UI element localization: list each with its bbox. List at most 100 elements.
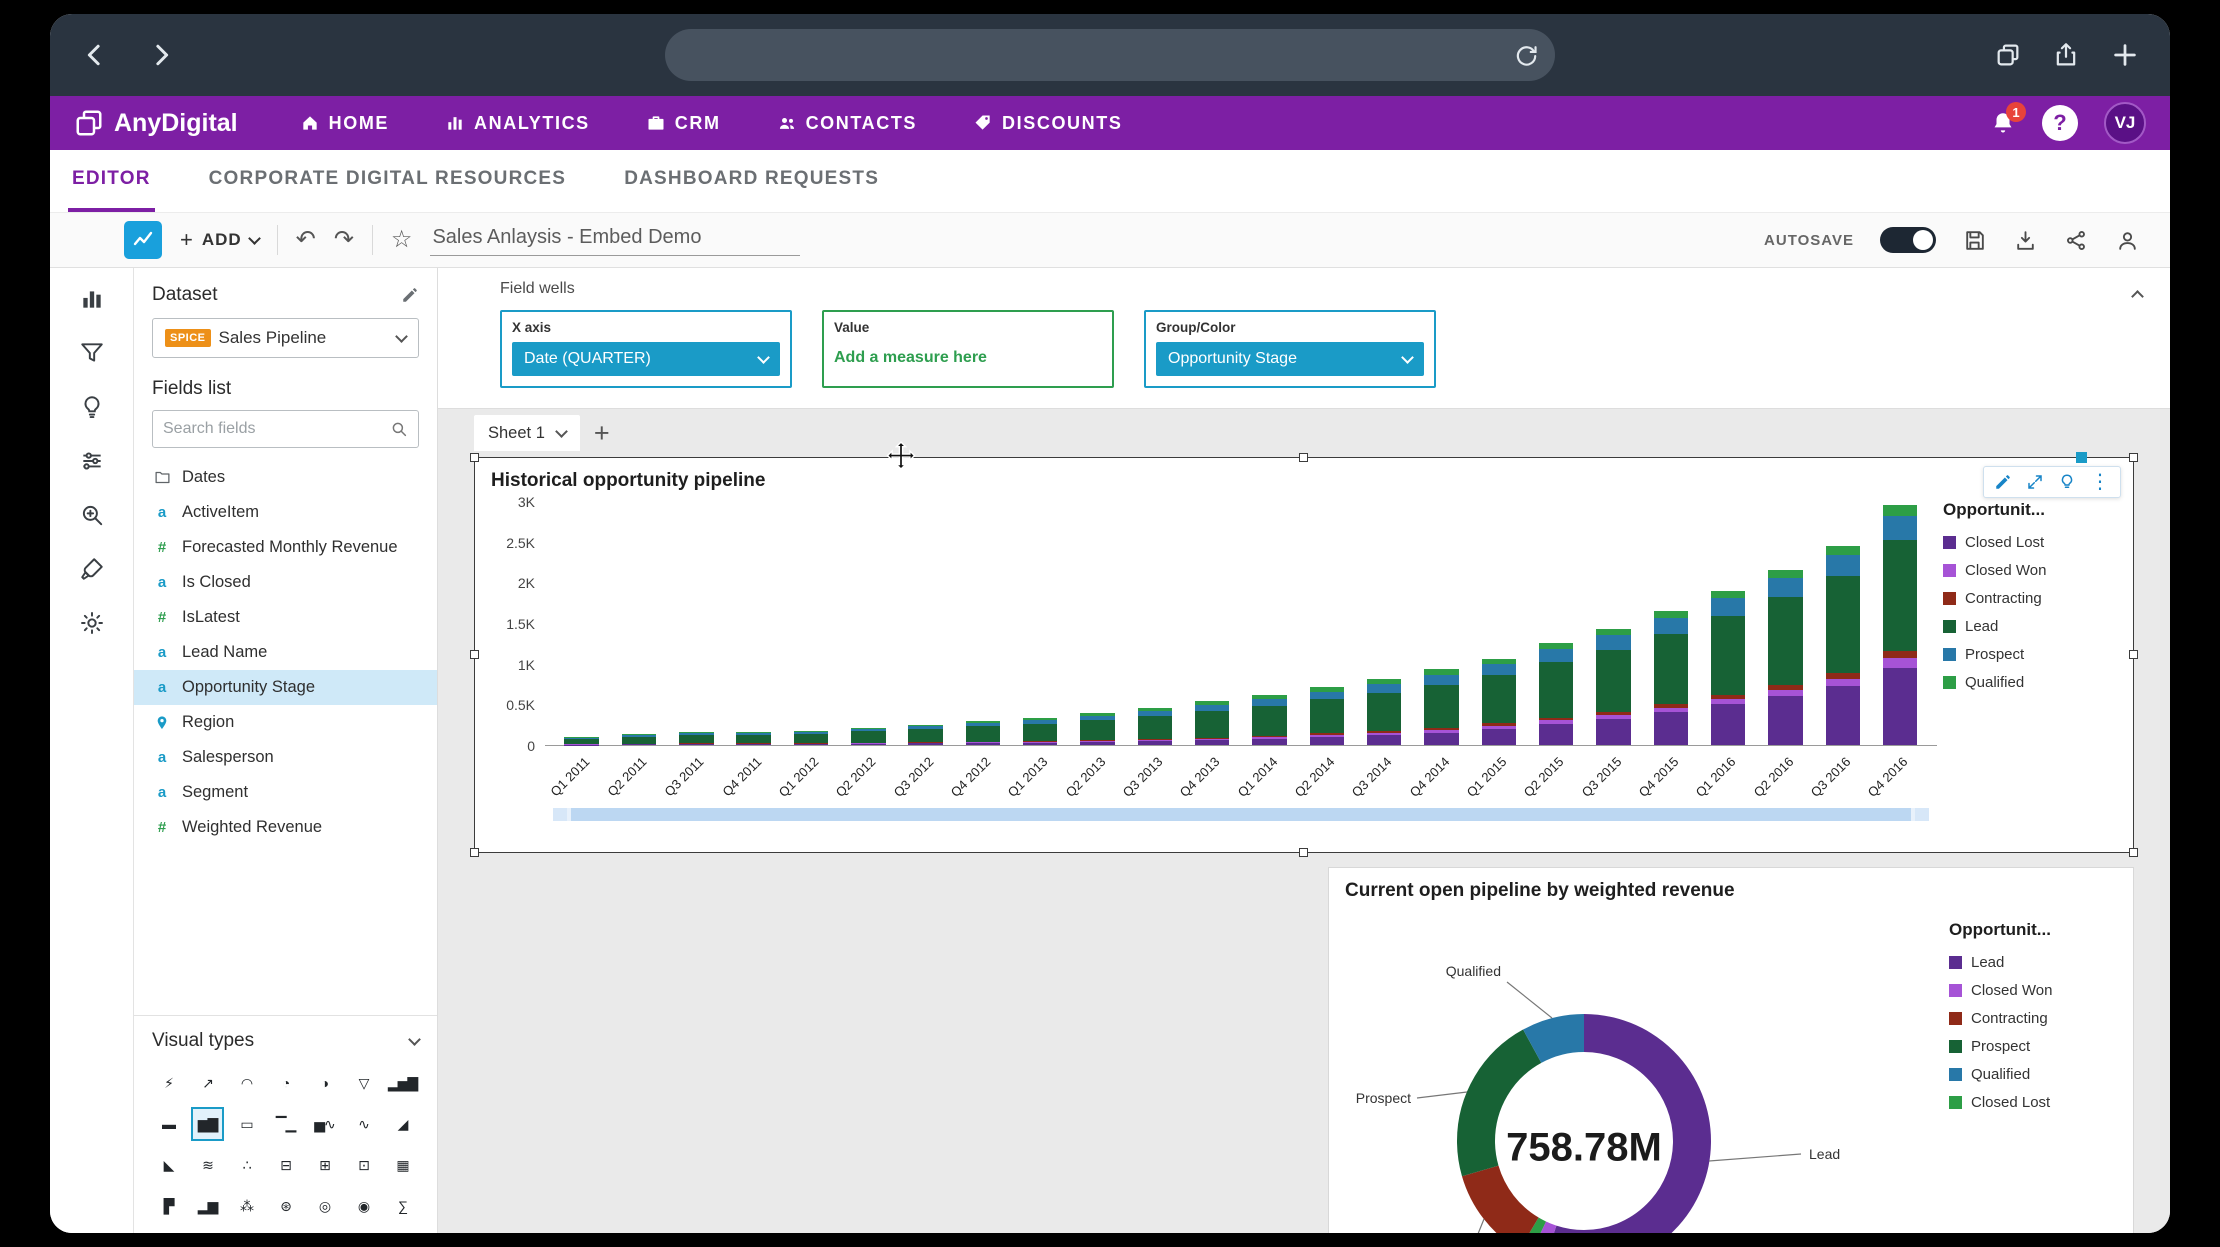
visual-type-vertical-bar-chart[interactable]: ▂▅▇ bbox=[387, 1074, 418, 1091]
export-icon[interactable] bbox=[2013, 228, 2038, 253]
visual-type-filled-map[interactable]: ◉ bbox=[357, 1197, 370, 1214]
save-icon[interactable] bbox=[1962, 228, 1987, 253]
visual-types-header[interactable]: Visual types bbox=[152, 1030, 421, 1052]
resize-handle[interactable] bbox=[2129, 650, 2138, 659]
bar-column[interactable] bbox=[725, 732, 782, 745]
user-icon[interactable] bbox=[2115, 228, 2140, 253]
well-x-axis-pill[interactable]: Date (QUARTER) bbox=[512, 342, 780, 376]
visual-type-line-chart[interactable]: ∿ bbox=[358, 1115, 370, 1132]
legend-item-prospect[interactable]: Prospect bbox=[1943, 646, 2117, 663]
bar-column[interactable] bbox=[1298, 687, 1355, 745]
reload-icon[interactable] bbox=[1513, 42, 1539, 68]
analysis-title-input[interactable]: Sales Anlaysis - Embed Demo bbox=[430, 224, 801, 256]
bar-column[interactable] bbox=[1872, 505, 1929, 745]
donut-slice-prospect[interactable] bbox=[1457, 1014, 1711, 1233]
legend-item-contracting[interactable]: Contracting bbox=[1949, 1010, 2117, 1027]
redo-button[interactable]: ↷ bbox=[333, 226, 354, 253]
field-item-region[interactable]: Region bbox=[134, 705, 437, 740]
legend-item-qualified[interactable]: Qualified bbox=[1943, 674, 2117, 691]
legend-item-qualified[interactable]: Qualified bbox=[1949, 1066, 2117, 1083]
resize-handle[interactable] bbox=[470, 453, 479, 462]
maximize-visual-icon[interactable] bbox=[2026, 473, 2044, 491]
address-bar[interactable] bbox=[665, 29, 1555, 81]
scrollbar-right-cap[interactable] bbox=[1915, 808, 1929, 821]
legend-item-closed-won[interactable]: Closed Won bbox=[1943, 562, 2117, 579]
add-sheet-button[interactable]: + bbox=[593, 418, 610, 448]
horizontal-scrollbar[interactable] bbox=[553, 808, 1929, 821]
insights-lightbulb-icon[interactable] bbox=[77, 392, 107, 422]
sheet-tab[interactable]: Sheet 1 bbox=[474, 415, 580, 451]
themes-brush-icon[interactable] bbox=[77, 554, 107, 584]
bar-column[interactable] bbox=[553, 736, 610, 745]
visual-type-area-chart[interactable]: ◣ bbox=[163, 1156, 175, 1173]
bar-column[interactable] bbox=[1757, 570, 1814, 745]
visualize-icon[interactable] bbox=[77, 284, 107, 314]
legend-item-prospect[interactable]: Prospect bbox=[1949, 1038, 2117, 1055]
donut-slice-qualified[interactable] bbox=[1457, 1014, 1711, 1233]
back-button[interactable] bbox=[80, 40, 110, 70]
visual-type-auto-graph[interactable]: ⚡ bbox=[164, 1074, 174, 1091]
bar-column[interactable] bbox=[1184, 701, 1241, 745]
bar-column[interactable] bbox=[1470, 658, 1527, 745]
selection-accent-handle[interactable] bbox=[2076, 452, 2087, 463]
edit-dataset-pencil-icon[interactable] bbox=[401, 286, 419, 304]
visual-type-funnel-chart[interactable]: ▽ bbox=[358, 1074, 370, 1091]
visual-type-sankey-diagram[interactable]: ≋ bbox=[202, 1156, 214, 1173]
share-icon[interactable] bbox=[2052, 41, 2080, 69]
legend-item-lead[interactable]: Lead bbox=[1943, 618, 2117, 635]
visual-type-stacked-vertical-bar-chart[interactable]: ▆▇ bbox=[191, 1107, 224, 1141]
bar-column[interactable] bbox=[1528, 643, 1585, 745]
collapse-field-wells-button[interactable] bbox=[2131, 288, 2144, 306]
notifications-button[interactable]: 1 bbox=[1990, 102, 2026, 136]
legend-item-closed-won[interactable]: Closed Won bbox=[1949, 982, 2117, 999]
filter-funnel-icon[interactable] bbox=[77, 338, 107, 368]
search-input[interactable] bbox=[163, 420, 382, 438]
bar-column[interactable] bbox=[610, 734, 667, 745]
bar-column[interactable] bbox=[954, 720, 1011, 745]
new-tab-icon[interactable] bbox=[2110, 40, 2140, 70]
forward-button[interactable] bbox=[146, 40, 176, 70]
resize-handle[interactable] bbox=[2129, 453, 2138, 462]
visual-open-pipeline-donut[interactable]: Current open pipeline by weighted revenu… bbox=[1328, 867, 2134, 1233]
legend-item-lead[interactable]: Lead bbox=[1949, 954, 2117, 971]
visual-type-stacked-horizontal-bar-chart[interactable]: ▭ bbox=[240, 1115, 253, 1132]
bar-column[interactable] bbox=[1814, 545, 1871, 745]
visual-type-word-cloud[interactable]: ⁂ bbox=[240, 1197, 254, 1214]
tab-corporate-digital-resources[interactable]: CORPORATE DIGITAL RESOURCES bbox=[208, 168, 567, 189]
nav-item-home[interactable]: HOME bbox=[300, 113, 389, 134]
visual-type-custom-visual[interactable]: ∑ bbox=[398, 1198, 408, 1214]
bar-column[interactable] bbox=[1126, 707, 1183, 745]
undo-button[interactable]: ↶ bbox=[295, 226, 316, 253]
nav-item-analytics[interactable]: ANALYTICS bbox=[445, 113, 590, 134]
bar-column[interactable] bbox=[1241, 694, 1298, 745]
bar-column[interactable] bbox=[1012, 718, 1069, 745]
nav-item-discounts[interactable]: DISCOUNTS bbox=[973, 113, 1122, 134]
bar-column[interactable] bbox=[1413, 669, 1470, 745]
visual-type-histogram[interactable]: ▂▆ bbox=[197, 1197, 219, 1214]
field-item-islatest[interactable]: # IsLatest bbox=[134, 600, 437, 635]
avatar[interactable]: VJ bbox=[2104, 102, 2146, 144]
bar-column[interactable] bbox=[840, 727, 897, 745]
zoom-actions-icon[interactable] bbox=[77, 500, 107, 530]
bar-column[interactable] bbox=[1642, 610, 1699, 745]
field-item-opportunity-stage[interactable]: a Opportunity Stage bbox=[134, 670, 437, 705]
visual-type-table[interactable]: ⊞ bbox=[319, 1156, 331, 1173]
well-value[interactable]: Value Add a measure here bbox=[822, 310, 1114, 388]
settings-gear-icon[interactable] bbox=[77, 608, 107, 638]
visual-historical-pipeline[interactable]: Historical opportunity pipeline ⋮ bbox=[470, 452, 2138, 857]
nav-item-crm[interactable]: CRM bbox=[646, 113, 721, 134]
bar-column[interactable] bbox=[1069, 713, 1126, 745]
resize-handle[interactable] bbox=[1299, 848, 1308, 857]
visual-type-radar-chart[interactable]: ⊛ bbox=[280, 1197, 292, 1214]
add-button[interactable]: + ADD bbox=[180, 227, 261, 253]
autosave-toggle[interactable] bbox=[1880, 227, 1936, 253]
help-button[interactable]: ? bbox=[2042, 105, 2078, 141]
visual-menu-dots-icon[interactable]: ⋮ bbox=[2090, 471, 2110, 493]
field-item-is-closed[interactable]: a Is Closed bbox=[134, 565, 437, 600]
visual-type-tree-map[interactable]: ▛ bbox=[163, 1197, 175, 1214]
parameters-sliders-icon[interactable] bbox=[77, 446, 107, 476]
resize-handle[interactable] bbox=[2129, 848, 2138, 857]
visual-type-kpi[interactable]: ↗ bbox=[202, 1074, 214, 1091]
bar-column[interactable] bbox=[782, 730, 839, 745]
resize-handle[interactable] bbox=[470, 848, 479, 857]
